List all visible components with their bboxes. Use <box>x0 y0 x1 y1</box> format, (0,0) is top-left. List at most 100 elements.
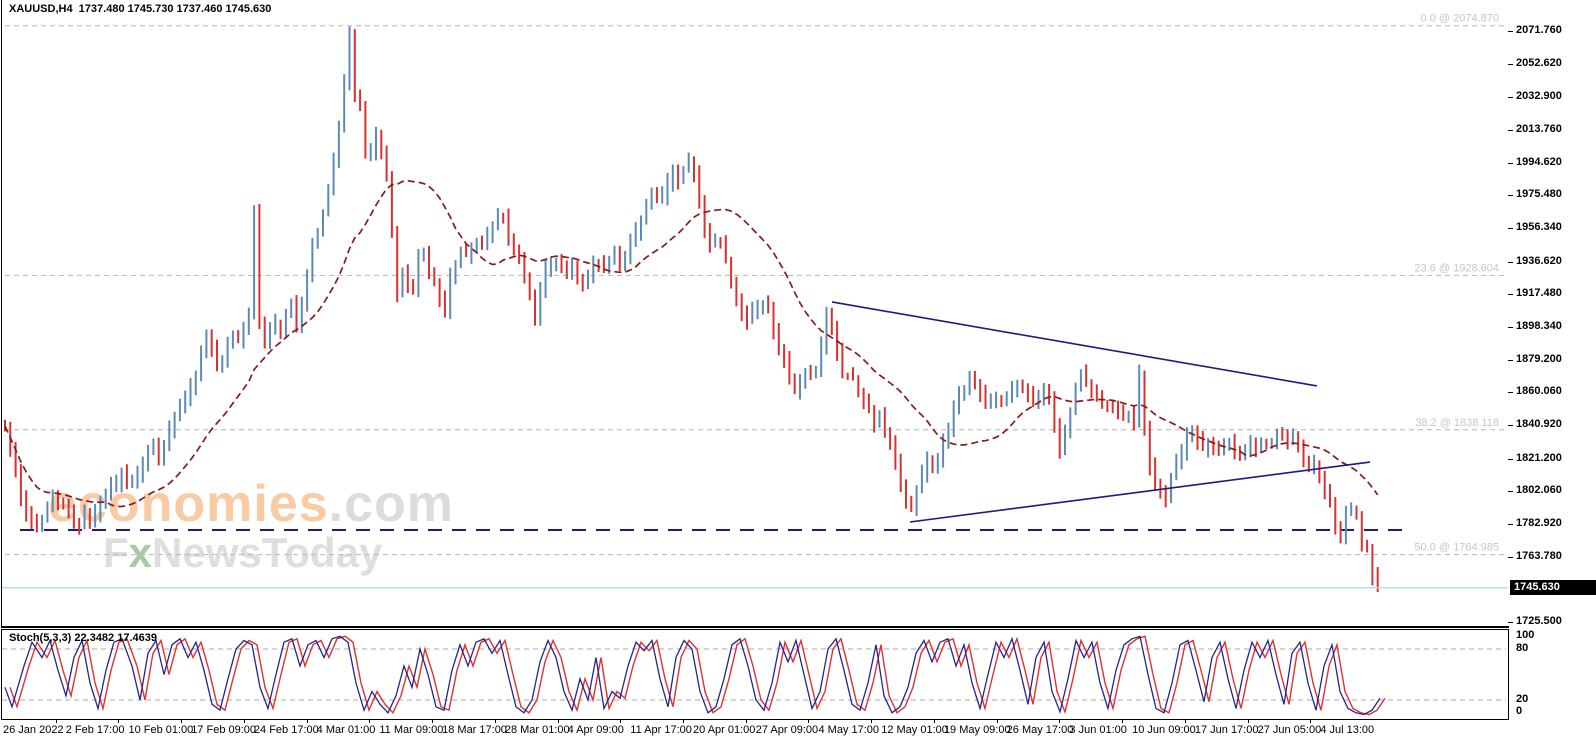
date-axis-label: 11 Apr 17:00 <box>630 724 692 736</box>
price-axis-tick <box>1508 622 1513 623</box>
stoch-axis-label: 80 <box>1516 642 1529 654</box>
date-axis-label: 10 Feb 01:00 <box>128 724 194 736</box>
price-axis-tick <box>1508 228 1513 229</box>
price-axis-tick <box>1508 326 1513 328</box>
date-axis-tick <box>996 719 998 723</box>
date-axis-tick <box>1184 719 1186 723</box>
price-axis-label: 1763.780 <box>1516 549 1562 562</box>
date-axis-tick <box>1122 719 1124 723</box>
date-axis-tick <box>745 719 747 723</box>
date-axis-label: 17 Jun 17:00 <box>1194 724 1259 736</box>
price-axis-label: 1879.200 <box>1516 352 1562 365</box>
fib-level-label: 50.0 @ 1764.985 <box>1414 542 1499 554</box>
date-axis-tick <box>369 719 371 723</box>
price-axis-label: 1898.340 <box>1516 319 1562 332</box>
chart-title-ohlc: XAUUSD,H4 1737.480 1745.730 1737.460 174… <box>9 3 272 15</box>
watermark-subbrand: FxNewsToday <box>103 529 383 576</box>
stochastic-indicator-label: Stoch(5,3,3) 22.3482 17.4639 <box>9 632 157 644</box>
date-axis-label: 3 Jun 01:00 <box>1069 724 1127 736</box>
date-axis-tick <box>1247 719 1249 723</box>
price-axis-label: 1860.060 <box>1516 385 1562 398</box>
price-axis-tick <box>1508 261 1513 263</box>
date-axis-label: 11 Mar 09:00 <box>379 724 444 736</box>
price-axis-tick <box>1508 425 1513 426</box>
price-axis-tick <box>1508 294 1513 296</box>
price-axis-label: 1956.340 <box>1516 221 1562 233</box>
date-axis-tick <box>683 719 685 723</box>
fib-level-label: 0.0 @ 2074.870 <box>1421 13 1499 25</box>
date-axis-label: 26 Jan 2022 <box>3 724 64 736</box>
date-axis-label: 19 May 09:00 <box>943 724 1011 736</box>
date-axis-tick <box>1059 719 1061 723</box>
current-price-tag: 1745.630 <box>1510 580 1596 596</box>
price-axis-tick <box>1508 97 1513 99</box>
date-axis-tick <box>933 719 935 723</box>
date-axis-label: 2 Feb 17:00 <box>65 724 125 736</box>
price-axis-tick <box>1508 195 1513 197</box>
date-axis-label: 28 Mar 01:00 <box>504 724 570 736</box>
date-axis-label: 4 Mar 01:00 <box>316 724 376 736</box>
date-axis-label: 12 May 01:00 <box>881 724 948 736</box>
price-chart-panel[interactable]: 0.0 @ 2074.870 23.6 @ 1928.604 38.2 @ 1838… <box>1 0 1509 628</box>
date-axis-label: 4 Jul 13:00 <box>1320 724 1375 736</box>
date-axis-tick <box>181 719 183 723</box>
date-axis-label: 17 Feb 09:00 <box>191 724 257 736</box>
price-axis-label: 2052.620 <box>1516 56 1562 69</box>
price-axis-tick <box>1508 458 1513 460</box>
price-chart-canvas: 0.0 @ 2074.870 23.6 @ 1928.604 38.2 @ 1838… <box>2 13 1508 592</box>
date-axis-tick <box>432 719 434 723</box>
date-axis-label: 24 Feb 17:00 <box>253 724 319 736</box>
date-axis-label: 27 Jun 05:00 <box>1257 724 1322 736</box>
price-axis[interactable]: 2071.760 2052.620 2032.900 2013.760 1994.620… <box>1508 0 1596 627</box>
stochastic-panel[interactable]: Stoch(5,3,3) 22.3482 17.4639 <box>1 629 1509 720</box>
price-axis-label: 1994.620 <box>1516 155 1562 168</box>
date-axis-label: 10 Jun 09:00 <box>1132 724 1196 736</box>
date-axis-tick <box>620 719 622 723</box>
date-axis-tick <box>494 719 496 723</box>
date-axis-tick <box>808 719 810 723</box>
date-axis-label: 4 Apr 09:00 <box>567 724 624 736</box>
price-axis-label: 2013.760 <box>1516 122 1562 135</box>
date-axis[interactable]: 26 Jan 2022 2 Feb 17:00 10 Feb 01:00 17 Feb… <box>0 719 1596 743</box>
price-axis-tick <box>1508 523 1513 525</box>
stoch-axis-label: 20 <box>1516 693 1529 705</box>
date-axis-tick <box>306 719 308 723</box>
date-axis-tick <box>118 719 120 723</box>
date-axis-tick <box>1310 719 1312 723</box>
price-axis-tick <box>1508 31 1513 32</box>
date-axis-tick <box>871 719 873 723</box>
watermark: economies.com FxNewsToday <box>48 478 454 574</box>
date-axis-label: 4 May 17:00 <box>818 724 880 736</box>
date-axis-label: 20 Apr 01:00 <box>693 724 756 736</box>
date-axis-label: 27 Apr 09:00 <box>755 724 819 736</box>
fib-level-label: 38.2 @ 1838.118 <box>1415 417 1499 429</box>
price-axis-label: 1917.480 <box>1516 287 1562 300</box>
price-axis-label: 2032.900 <box>1516 90 1562 103</box>
stoch-axis-label: 100 <box>1516 629 1535 641</box>
date-axis-label: 26 May 17:00 <box>1006 724 1074 736</box>
price-axis-label: 1802.060 <box>1516 484 1562 497</box>
price-axis-label: 1975.480 <box>1516 188 1562 201</box>
fib-level-label: 23.6 @ 1928.604 <box>1414 262 1499 274</box>
stoch-axis-label: 0 <box>1516 705 1523 717</box>
price-axis-label: 1821.200 <box>1516 451 1562 464</box>
price-axis-tick <box>1508 162 1513 164</box>
price-axis-tick <box>1508 359 1513 361</box>
price-axis-label: 1725.500 <box>1516 615 1562 627</box>
price-axis-tick <box>1508 63 1513 65</box>
price-axis-tick <box>1508 392 1513 394</box>
price-axis-tick <box>1508 129 1513 131</box>
price-axis-label: 1782.920 <box>1516 516 1562 529</box>
date-axis-label: 18 Mar 17:00 <box>442 724 507 736</box>
price-axis-label: 1936.620 <box>1516 254 1562 267</box>
date-axis-tick <box>557 719 559 723</box>
date-axis-tick <box>55 719 57 723</box>
stochastic-axis: 100 80 20 0 <box>1508 629 1596 720</box>
stochastic-canvas <box>2 635 1506 716</box>
price-axis-label: 2071.760 <box>1516 24 1562 36</box>
price-axis-tick <box>1508 556 1513 558</box>
date-axis-tick <box>243 719 245 723</box>
price-axis-label: 1840.920 <box>1516 418 1562 430</box>
price-axis-tick <box>1508 491 1513 493</box>
